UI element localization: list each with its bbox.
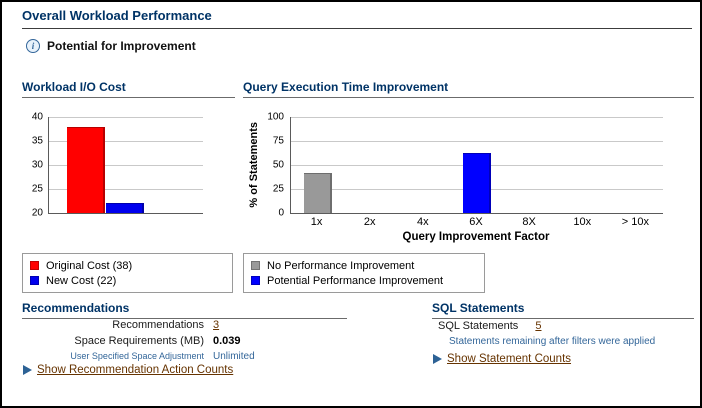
y-tick-label: 25 bbox=[31, 183, 43, 195]
query-chart-section-header: Query Execution Time Improvement bbox=[243, 80, 694, 98]
improvement-note: Potential for Improvement bbox=[47, 39, 196, 53]
query-chart-plot bbox=[290, 117, 663, 214]
y-tick-label: 25 bbox=[272, 183, 284, 195]
x-tick-label: 2x bbox=[363, 216, 376, 228]
space-adjustment-value: Unlimited bbox=[213, 351, 255, 362]
sql-statements-count-link[interactable]: 5 bbox=[535, 320, 542, 332]
legend-item-no-improvement: No Performance Improvement bbox=[251, 258, 477, 273]
gridline bbox=[49, 141, 203, 142]
sql-statements-section-title: SQL Statements bbox=[432, 301, 525, 315]
legend-swatch-potential-improvement bbox=[251, 276, 260, 285]
io-chart-section-header: Workload I/O Cost bbox=[22, 80, 235, 98]
gridline bbox=[291, 117, 663, 118]
show-recommendation-action-counts-link[interactable]: Show Recommendation Action Counts bbox=[37, 364, 234, 376]
io-chart-bar-0 bbox=[67, 127, 105, 213]
query-chart-bar-1x bbox=[304, 173, 332, 213]
io-chart-yaxis: 40 35 30 25 20 bbox=[20, 112, 46, 219]
y-tick-label: 50 bbox=[272, 159, 284, 171]
y-tick-label: 40 bbox=[31, 111, 43, 123]
expand-arrow-icon[interactable] bbox=[23, 365, 32, 375]
query-chart-xaxis-title: Query Improvement Factor bbox=[402, 231, 550, 243]
query-chart-ylabel-text: % of Statements bbox=[248, 122, 260, 208]
x-tick-label: 4x bbox=[417, 216, 429, 228]
recommendations-section-header: Recommendations bbox=[22, 301, 347, 319]
y-tick-label: 75 bbox=[272, 135, 284, 147]
show-recommendation-action-counts[interactable]: Show Recommendation Action Counts bbox=[23, 364, 233, 376]
legend-swatch-no-improvement bbox=[251, 261, 260, 270]
recommendations-rows: Recommendations 3 Space Requirements (MB… bbox=[22, 319, 352, 367]
gridline bbox=[291, 141, 663, 142]
io-chart-legend: Original Cost (38) New Cost (22) bbox=[22, 253, 233, 293]
sql-statements-note: Statements remaining after filters were … bbox=[449, 336, 656, 347]
space-adjustment-row: User Specified Space Adjustment Unlimite… bbox=[22, 351, 352, 366]
io-chart-plot bbox=[48, 117, 203, 214]
show-statement-counts-link[interactable]: Show Statement Counts bbox=[447, 353, 572, 365]
y-tick-label: 30 bbox=[31, 159, 43, 171]
x-tick-label: 10x bbox=[573, 216, 592, 228]
query-chart-ylabel: % of Statements bbox=[246, 115, 262, 215]
y-tick-label: 100 bbox=[267, 111, 284, 123]
legend-label-potential-improvement: Potential Performance Improvement bbox=[267, 274, 444, 287]
x-tick-label: 6X bbox=[469, 216, 483, 228]
recommendations-count-row: Recommendations 3 bbox=[22, 319, 352, 334]
query-chart-title: Query Execution Time Improvement bbox=[243, 80, 449, 94]
io-chart-title: Workload I/O Cost bbox=[22, 80, 126, 94]
recommendations-count-link[interactable]: 3 bbox=[213, 319, 220, 331]
sql-statements-label: SQL Statements bbox=[438, 320, 519, 332]
sql-statements-section-header: SQL Statements bbox=[432, 301, 694, 319]
query-chart-legend: No Performance Improvement Potential Per… bbox=[243, 253, 485, 293]
info-icon: i bbox=[26, 39, 40, 53]
query-chart-yaxis: 100 75 50 25 0 bbox=[262, 112, 287, 219]
recommendations-count-label: Recommendations bbox=[112, 319, 204, 331]
y-tick-label: 0 bbox=[278, 207, 284, 219]
legend-item-new-cost: New Cost (22) bbox=[30, 273, 225, 288]
query-chart-bar-6X bbox=[463, 153, 491, 213]
legend-swatch-original-cost bbox=[30, 261, 39, 270]
gridline bbox=[49, 189, 203, 190]
y-tick-label: 20 bbox=[31, 207, 43, 219]
recommendations-section-title: Recommendations bbox=[22, 301, 130, 315]
query-chart-xaxis: 1x 2x 4x 6X 8X 10x > 10x bbox=[290, 216, 662, 228]
legend-item-original-cost: Original Cost (38) bbox=[30, 258, 225, 273]
gridline bbox=[49, 165, 203, 166]
page-header: Overall Workload Performance bbox=[22, 7, 692, 29]
legend-swatch-new-cost bbox=[30, 276, 39, 285]
show-statement-counts[interactable]: Show Statement Counts bbox=[433, 353, 571, 365]
space-requirements-value: 0.039 bbox=[213, 335, 241, 347]
legend-label-no-improvement: No Performance Improvement bbox=[267, 259, 415, 272]
x-tick-label: > 10x bbox=[621, 216, 650, 228]
expand-arrow-icon[interactable] bbox=[433, 354, 442, 364]
legend-label-original-cost: Original Cost (38) bbox=[46, 259, 133, 272]
x-tick-label: 8X bbox=[522, 216, 536, 228]
page-title: Overall Workload Performance bbox=[22, 8, 212, 23]
io-chart-bar-1 bbox=[106, 203, 144, 213]
improvement-note-row: i Potential for Improvement bbox=[26, 39, 196, 53]
space-requirements-row: Space Requirements (MB) 0.039 bbox=[22, 335, 352, 350]
legend-item-potential-improvement: Potential Performance Improvement bbox=[251, 273, 477, 288]
legend-label-new-cost: New Cost (22) bbox=[46, 274, 117, 287]
x-tick-label: 1x bbox=[310, 216, 323, 228]
sql-statements-count-row: SQL Statements 5 bbox=[438, 320, 542, 332]
space-requirements-label: Space Requirements (MB) bbox=[74, 335, 204, 347]
gridline bbox=[49, 117, 203, 118]
y-tick-label: 35 bbox=[31, 135, 43, 147]
space-adjustment-label: User Specified Space Adjustment bbox=[70, 351, 204, 361]
